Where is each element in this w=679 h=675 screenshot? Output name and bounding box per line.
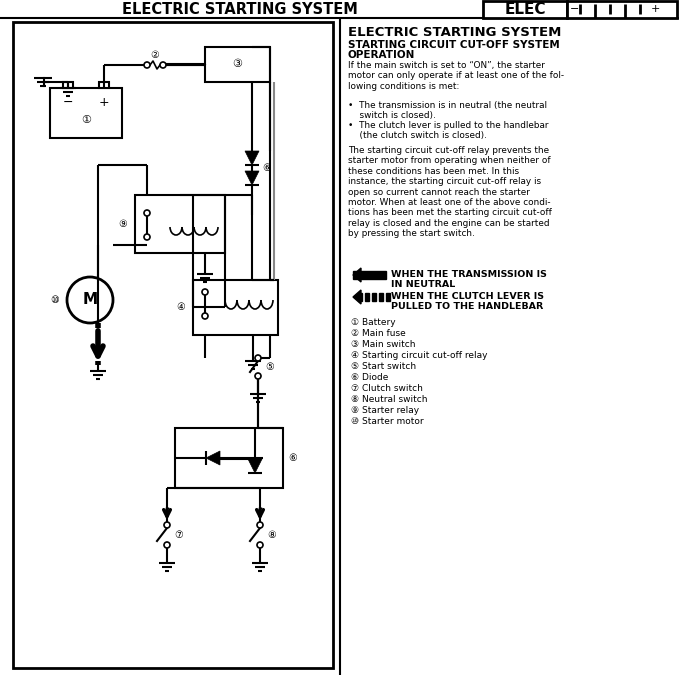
Polygon shape — [358, 293, 362, 301]
Text: WHEN THE TRANSMISSION IS
IN NEUTRAL: WHEN THE TRANSMISSION IS IN NEUTRAL — [391, 270, 547, 290]
Text: ② Main fuse: ② Main fuse — [351, 329, 406, 338]
Text: ⑥ Diode: ⑥ Diode — [351, 373, 388, 382]
Circle shape — [164, 542, 170, 548]
Polygon shape — [365, 293, 369, 301]
Text: −: − — [570, 4, 580, 14]
Text: ⑩: ⑩ — [50, 295, 59, 305]
Text: ⑥: ⑥ — [262, 163, 271, 173]
Text: ⑧ Neutral switch: ⑧ Neutral switch — [351, 395, 428, 404]
Text: ②: ② — [151, 50, 160, 60]
Bar — [193, 280, 278, 335]
Circle shape — [67, 277, 113, 323]
Text: OPERATION: OPERATION — [348, 50, 416, 60]
Circle shape — [255, 373, 261, 379]
Text: •  The transmission is in neutral (the neutral
    switch is closed).: • The transmission is in neutral (the ne… — [348, 101, 547, 120]
Polygon shape — [353, 268, 361, 282]
Bar — [99, 82, 109, 88]
Text: WHEN THE CLUTCH LEVER IS
PULLED TO THE HANDLEBAR: WHEN THE CLUTCH LEVER IS PULLED TO THE H… — [391, 292, 544, 311]
Circle shape — [202, 289, 208, 295]
Text: ③ Main switch: ③ Main switch — [351, 340, 416, 349]
Bar — [205, 47, 270, 82]
Text: ELECTRIC STARTING SYSTEM: ELECTRIC STARTING SYSTEM — [122, 1, 358, 16]
Polygon shape — [248, 459, 262, 473]
Polygon shape — [206, 451, 220, 465]
Bar — [50, 88, 122, 138]
Text: ⑦ Clutch switch: ⑦ Clutch switch — [351, 384, 423, 393]
Circle shape — [257, 542, 263, 548]
Text: ELECTRIC STARTING SYSTEM: ELECTRIC STARTING SYSTEM — [348, 26, 562, 39]
Bar — [63, 82, 73, 88]
Text: The starting circuit cut-off relay prevents the
starter motor from operating whe: The starting circuit cut-off relay preve… — [348, 146, 552, 238]
Text: ⑤: ⑤ — [265, 362, 274, 372]
Text: ④: ④ — [177, 302, 185, 312]
Text: ⑨ Starter relay: ⑨ Starter relay — [351, 406, 419, 415]
Text: STARTING CIRCUIT CUT-OFF SYSTEM: STARTING CIRCUIT CUT-OFF SYSTEM — [348, 40, 559, 50]
Polygon shape — [386, 293, 390, 301]
Text: +: + — [98, 95, 109, 109]
Text: If the main switch is set to “ON”, the starter
motor can only operate if at leas: If the main switch is set to “ON”, the s… — [348, 61, 564, 91]
Bar — [483, 1, 567, 18]
Text: ⑥: ⑥ — [288, 453, 297, 463]
Polygon shape — [379, 293, 383, 301]
Text: ELEC: ELEC — [504, 3, 546, 18]
Bar — [175, 428, 283, 488]
Text: ④ Starting circuit cut-off relay: ④ Starting circuit cut-off relay — [351, 351, 488, 360]
Polygon shape — [245, 171, 259, 185]
Bar — [13, 22, 333, 668]
Circle shape — [255, 355, 261, 361]
Circle shape — [164, 522, 170, 528]
Text: ⑦: ⑦ — [174, 530, 183, 540]
Polygon shape — [353, 271, 386, 279]
Bar — [567, 1, 677, 18]
Text: M: M — [82, 292, 98, 308]
Bar — [135, 195, 225, 253]
Text: ⑩ Starter motor: ⑩ Starter motor — [351, 417, 424, 426]
Circle shape — [160, 62, 166, 68]
Circle shape — [257, 522, 263, 528]
Text: ①: ① — [81, 115, 91, 125]
Polygon shape — [353, 290, 361, 304]
Polygon shape — [372, 293, 376, 301]
Circle shape — [202, 313, 208, 319]
Circle shape — [144, 234, 150, 240]
Polygon shape — [245, 151, 259, 165]
Text: •  The clutch lever is pulled to the handlebar
    (the clutch switch is closed): • The clutch lever is pulled to the hand… — [348, 121, 549, 140]
Circle shape — [144, 210, 150, 216]
Text: ⑧: ⑧ — [267, 530, 276, 540]
Text: ⑨: ⑨ — [118, 219, 127, 229]
Text: −: − — [62, 95, 73, 109]
Text: ⑤ Start switch: ⑤ Start switch — [351, 362, 416, 371]
Circle shape — [144, 62, 150, 68]
Text: ① Battery: ① Battery — [351, 318, 396, 327]
Text: ③: ③ — [232, 59, 242, 69]
Text: +: + — [650, 4, 660, 14]
